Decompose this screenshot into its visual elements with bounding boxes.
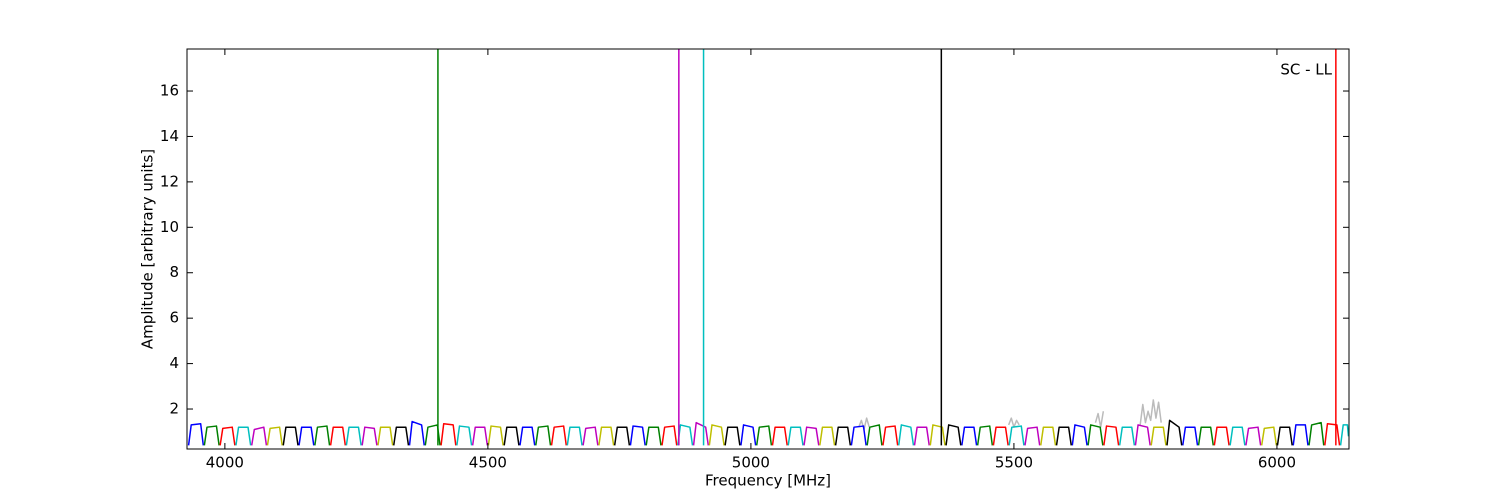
y-tick-label: 4 bbox=[169, 354, 179, 372]
annotation: SC - LL bbox=[1280, 61, 1332, 79]
y-tick-label: 6 bbox=[169, 309, 179, 327]
y-axis-label: Amplitude [arbitrary units] bbox=[139, 149, 157, 349]
series-line bbox=[219, 423, 1341, 446]
y-tick-label: 16 bbox=[160, 82, 179, 100]
x-axis-label: Frequency [MHz] bbox=[705, 472, 831, 490]
series-line bbox=[282, 419, 1293, 446]
y-tick-label: 2 bbox=[169, 400, 179, 418]
x-tick-label: 4000 bbox=[206, 454, 244, 472]
x-tick-label: 5500 bbox=[995, 454, 1033, 472]
series-line bbox=[250, 421, 1262, 446]
plot-area bbox=[187, 49, 1349, 446]
y-tick-label: 12 bbox=[160, 172, 179, 190]
series-line bbox=[235, 424, 1349, 446]
series-line bbox=[187, 420, 1309, 446]
x-tick-label: 6000 bbox=[1258, 454, 1296, 472]
x-tick-label: 4500 bbox=[469, 454, 507, 472]
series-line bbox=[266, 424, 1278, 446]
x-tick-label: 5000 bbox=[732, 454, 770, 472]
y-tick-label: 14 bbox=[160, 127, 179, 145]
axes-frame bbox=[186, 48, 1350, 450]
y-tick-label: 10 bbox=[160, 218, 179, 236]
y-tick-label: 8 bbox=[169, 263, 179, 281]
series-line bbox=[203, 421, 1325, 446]
